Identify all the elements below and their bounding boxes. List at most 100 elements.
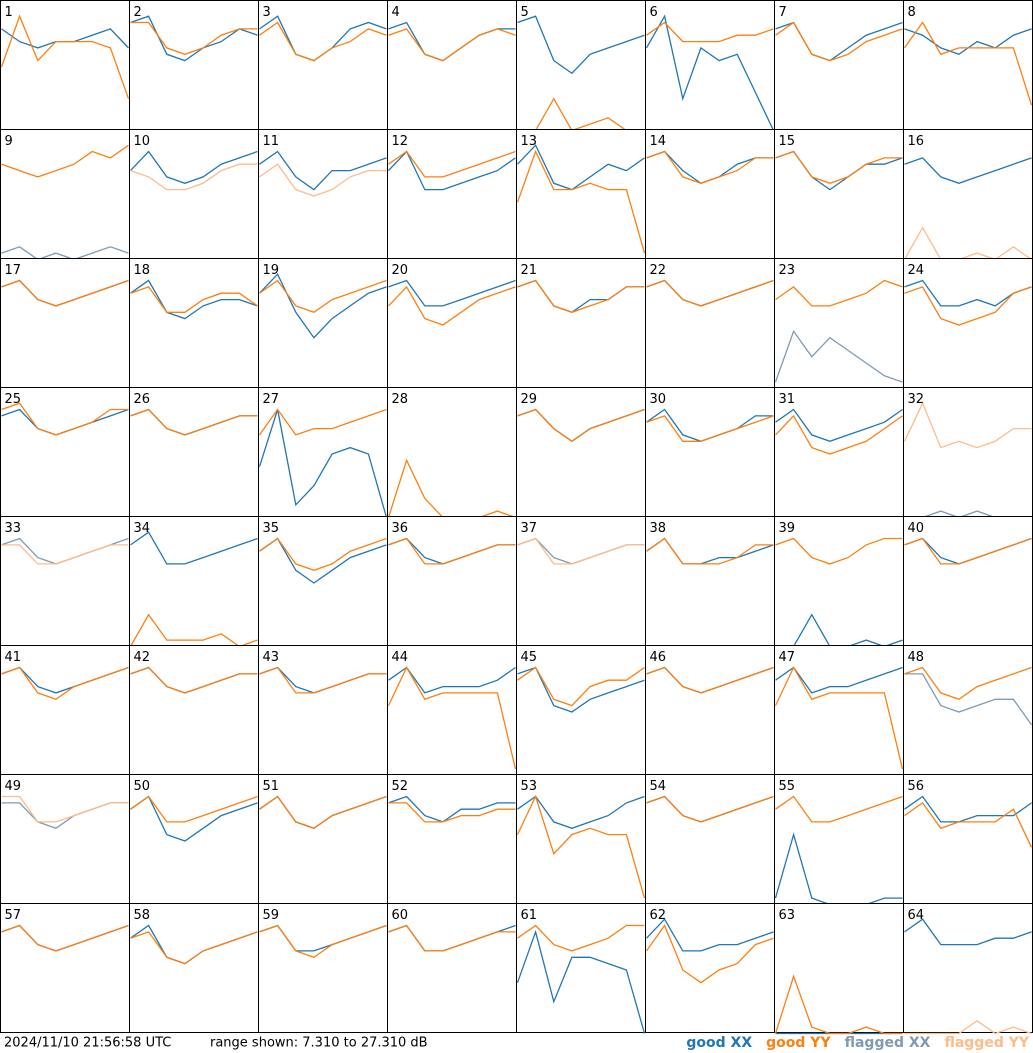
spectrum-line [388, 150, 516, 191]
panel-number: 15 [779, 134, 796, 149]
panel-frame [774, 645, 904, 775]
panel-number: 37 [521, 521, 538, 536]
panel-number: 31 [779, 392, 796, 407]
panel-frame [516, 645, 646, 775]
panel-number: 39 [779, 521, 796, 536]
spectrum-line [259, 279, 387, 314]
spectrum-line [775, 537, 903, 565]
spectrum-line [1, 402, 129, 436]
panel-number: 1 [5, 5, 13, 20]
spectrum-line [258, 409, 388, 518]
panel-number: 41 [5, 650, 22, 665]
panel-number: 22 [650, 263, 667, 278]
spectrum-line [130, 150, 258, 184]
spectrum-line [775, 279, 903, 307]
spectrum-line [259, 795, 387, 830]
spectrum-line [130, 279, 258, 320]
spectrum-line [388, 795, 516, 823]
spectrum-line [517, 97, 645, 132]
spectrum-line [517, 795, 645, 829]
panel-frame [387, 258, 517, 388]
panel-frame [387, 387, 517, 517]
panel-number: 2 [134, 5, 142, 20]
spectrum-line [1, 924, 129, 952]
spectrum-line [904, 673, 1033, 726]
panel-number: 44 [392, 650, 409, 665]
panel-number: 55 [779, 779, 796, 794]
spectrum-line [259, 150, 387, 191]
panel-frame [387, 903, 517, 1033]
panel-frame [258, 645, 388, 775]
spectrum-line [646, 279, 774, 307]
panel-number: 11 [263, 134, 280, 149]
legend-entry: flagged YY [944, 1035, 1029, 1051]
panel-number: 52 [392, 779, 409, 794]
panel-frame [774, 258, 904, 388]
panel-frame [774, 516, 904, 646]
spectrum-line [130, 408, 258, 436]
spectrum-line [774, 329, 903, 383]
panel-frame [516, 387, 646, 517]
panel-number: 21 [521, 263, 538, 278]
panel-number: 14 [650, 134, 667, 149]
panel-frame [129, 387, 259, 517]
spectrum-line [903, 401, 1032, 449]
spectrum-line [516, 929, 646, 1034]
panel-number: 51 [263, 779, 280, 794]
spectrum-line [517, 144, 645, 191]
panel-number: 17 [5, 263, 22, 278]
spectrum-line [904, 157, 1032, 184]
panel-frame [516, 258, 646, 388]
panel-frame [129, 0, 259, 130]
panel-number: 62 [650, 908, 667, 923]
legend-entry: good XX [686, 1035, 752, 1051]
panel-number: 18 [134, 263, 151, 278]
panel-frame [774, 774, 904, 904]
panel-number: 27 [263, 392, 280, 407]
panel-number: 26 [134, 392, 151, 407]
spectrum-line [517, 15, 645, 75]
panel-number: 32 [908, 392, 925, 407]
panel-frame [774, 903, 904, 1033]
panel-number: 61 [521, 908, 538, 923]
panel-frame [903, 129, 1033, 259]
panel-number: 36 [392, 521, 409, 536]
spectrum-line [775, 21, 903, 62]
spectrum-line [388, 924, 516, 952]
spectrum-line [775, 795, 903, 823]
spectrum-line [904, 795, 1032, 823]
spectrum-line [387, 666, 517, 770]
spectrum-line [259, 273, 387, 339]
spectrum-line [130, 531, 258, 565]
panel-number: 46 [650, 650, 667, 665]
spectrum-line [388, 150, 516, 178]
spectrum-line [903, 226, 1032, 261]
panel-frame [903, 903, 1033, 1033]
spectrum-line [904, 1020, 1032, 1035]
panel-frame [774, 387, 904, 517]
spectrum-line [646, 537, 774, 565]
spectrum-line [130, 666, 258, 694]
spectrum-line [517, 408, 645, 443]
spectrum-line [517, 666, 645, 707]
panel-frame [129, 129, 259, 259]
spectrum-line [904, 286, 1032, 326]
panel-frame [0, 516, 130, 646]
panel-number: 12 [392, 134, 409, 149]
panel-number: 56 [908, 779, 925, 794]
panel-frame [516, 0, 646, 130]
spectrum-line [903, 21, 1033, 106]
spectrum-line [517, 537, 645, 565]
panel-frame [129, 258, 259, 388]
spectrum-line [130, 163, 258, 191]
spectrum-line [1, 795, 129, 823]
panel-number: 48 [908, 650, 925, 665]
spectrum-line [774, 974, 903, 1035]
panel-number: 13 [521, 134, 538, 149]
panel-frame [0, 0, 130, 130]
panel-number: 3 [263, 5, 271, 20]
panel-frame [903, 258, 1033, 388]
panel-number: 50 [134, 779, 151, 794]
panel-number: 23 [779, 263, 796, 278]
range-text: range shown: 7.310 to 27.310 dB [210, 1036, 428, 1051]
